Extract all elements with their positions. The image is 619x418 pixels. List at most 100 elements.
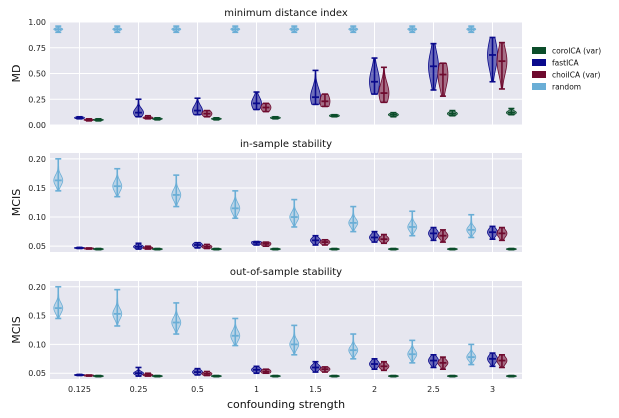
- violin-random: [112, 288, 123, 327]
- violin-choiicavar: [83, 374, 95, 377]
- ytick-label: 0.50: [28, 70, 46, 79]
- violin-choiicavar: [260, 241, 272, 247]
- violin-fastica: [74, 246, 85, 250]
- violin-choiicavar: [378, 360, 390, 372]
- violin-coroicavar: [505, 107, 517, 116]
- panel-title: minimum distance index: [224, 8, 348, 19]
- violin-choiicavar: [437, 356, 449, 371]
- violin-coroicavar: [328, 113, 340, 118]
- ytick-label: 0.05: [28, 242, 46, 251]
- violin-coroicavar: [151, 374, 163, 378]
- violin-random: [53, 285, 64, 320]
- ytick-label: 0.10: [28, 340, 46, 349]
- violin-fastica: [487, 352, 498, 368]
- xtick-label: 1: [254, 385, 259, 394]
- violin-coroicavar: [505, 247, 517, 251]
- xtick-label: 0.125: [68, 385, 91, 394]
- violin-fastica: [310, 360, 321, 373]
- violin-random: [407, 339, 418, 364]
- violin-fastica: [428, 226, 439, 242]
- panel-title: out-of-sample stability: [230, 267, 342, 278]
- legend-label: random: [552, 83, 581, 92]
- violin-choiicavar: [142, 245, 154, 250]
- xtick-label: 3: [490, 385, 495, 394]
- violin-choiicavar: [83, 118, 95, 122]
- legend-swatch: [532, 59, 546, 66]
- violin-random: [407, 25, 418, 34]
- xtick-label: 2: [372, 385, 377, 394]
- violin-fastica: [133, 98, 144, 118]
- xtick-label: 0.25: [130, 385, 148, 394]
- violin-coroicavar: [92, 247, 104, 251]
- violin-choiicavar: [378, 66, 390, 104]
- violin-random: [348, 25, 359, 34]
- violin-random: [466, 343, 477, 366]
- violin-fastica: [251, 240, 262, 246]
- violin-fastica: [487, 36, 498, 83]
- violin-choiicavar: [260, 102, 272, 113]
- violin-random: [407, 210, 418, 237]
- xtick-label: 0.5: [191, 385, 204, 394]
- violin-random: [348, 205, 359, 233]
- legend-swatch: [532, 83, 546, 90]
- ytick-label: 0.15: [28, 184, 46, 193]
- violin-choiicavar: [319, 238, 331, 246]
- violin-coroicavar: [446, 247, 458, 251]
- violin-choiicavar: [319, 366, 331, 373]
- violin-coroicavar: [387, 247, 399, 251]
- violin-coroicavar: [387, 374, 399, 378]
- violin-random: [289, 324, 300, 356]
- violin-fastica: [74, 373, 85, 377]
- y-axis-label: MD: [10, 65, 23, 83]
- violin-choiicavar: [201, 243, 213, 250]
- violin-coroicavar: [446, 374, 458, 378]
- violin-fastica: [369, 358, 380, 371]
- legend-item: fastICA: [532, 59, 580, 68]
- violin-random: [53, 158, 64, 192]
- violin-coroicavar: [210, 374, 222, 378]
- legend-label: choiICA (var): [552, 71, 601, 80]
- violin-choiicavar: [142, 372, 154, 377]
- violin-random: [53, 25, 64, 34]
- violin-choiicavar: [496, 226, 508, 242]
- violin-fastica: [251, 365, 262, 375]
- legend-item: choiICA (var): [532, 71, 601, 80]
- panel-title: in-sample stability: [240, 139, 332, 150]
- violin-coroicavar: [151, 116, 163, 121]
- violin-coroicavar: [269, 374, 281, 378]
- ytick-label: 0.20: [28, 155, 46, 164]
- ytick-label: 0.20: [28, 283, 46, 292]
- xtick-label: 2.5: [427, 385, 440, 394]
- violin-choiicavar: [260, 368, 272, 375]
- ytick-label: 1.00: [28, 18, 46, 27]
- violin-coroicavar: [92, 374, 104, 378]
- ytick-label: 0.05: [28, 369, 46, 378]
- violin-random: [171, 302, 182, 335]
- panel-1: 0.00 0.25 0.50 0.75 1.00 minimum distance ind…: [10, 8, 522, 130]
- xtick-label: 1.5: [309, 385, 322, 394]
- legend-label: coroICA (var): [552, 47, 601, 56]
- violin-coroicavar: [151, 247, 163, 251]
- violin-coroicavar: [210, 116, 222, 121]
- plot-area: [50, 281, 522, 379]
- y-axis-label: MCIS: [10, 316, 23, 343]
- violin-coroicavar: [328, 374, 340, 378]
- violin-coroicavar: [446, 109, 458, 117]
- violin-fastica: [369, 230, 380, 243]
- legend-item: coroICA (var): [532, 47, 601, 56]
- violin-coroicavar: [269, 247, 281, 251]
- violin-choiicavar: [437, 62, 449, 97]
- violin-choiicavar: [142, 114, 154, 120]
- ytick-label: 0.15: [28, 312, 46, 321]
- violin-fastica: [251, 91, 262, 111]
- violin-choiicavar: [319, 93, 331, 108]
- violin-choiicavar: [496, 41, 508, 90]
- ytick-label: 0.10: [28, 213, 46, 222]
- violin-random: [230, 317, 241, 347]
- violin-choiicavar: [378, 233, 390, 245]
- violin-random: [112, 25, 123, 34]
- violin-choiicavar: [201, 370, 213, 377]
- violin-coroicavar: [210, 247, 222, 251]
- ytick-label: 0.25: [28, 95, 46, 104]
